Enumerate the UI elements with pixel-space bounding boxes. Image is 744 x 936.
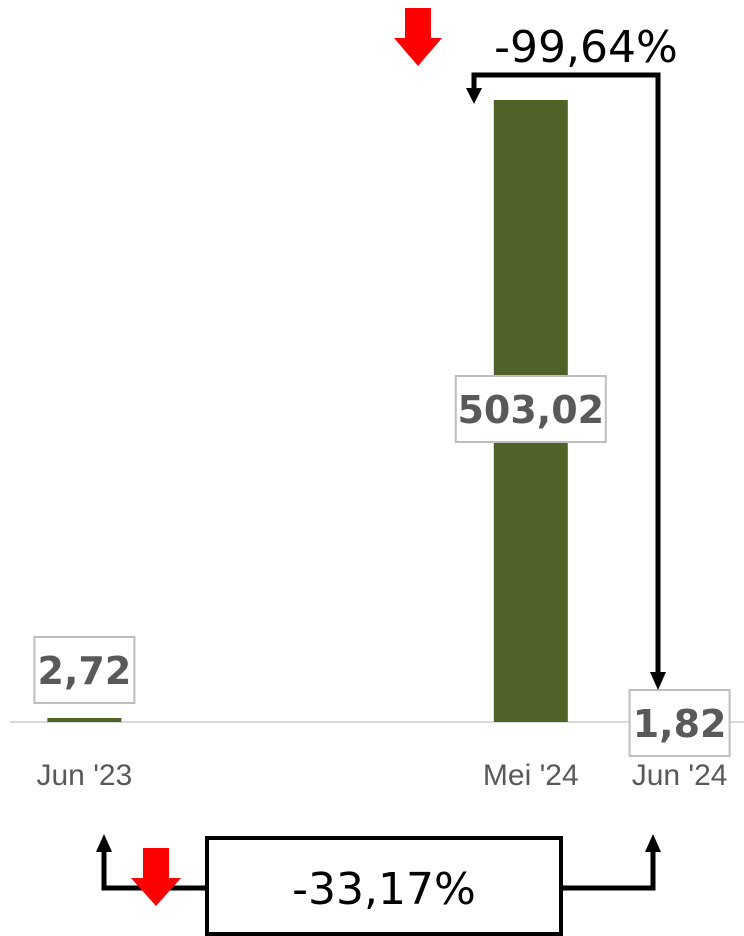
- data-label-box-4: [628, 689, 731, 757]
- mom-change-label: -99,64%: [494, 22, 678, 73]
- x-tick-labels: Jun '23 Mei '24 Jun '24: [36, 759, 727, 792]
- yoy-arrowhead-right: [645, 834, 661, 852]
- mom-connector-line: [471, 72, 661, 676]
- mom-arrowhead-down: [650, 672, 666, 690]
- yoy-annotation: -33,17%: [96, 834, 661, 936]
- bars: [47, 100, 717, 722]
- yoy-connector-line: [101, 848, 656, 891]
- data-label-box-0: [33, 636, 136, 704]
- data-label-4: 1,82: [633, 702, 727, 746]
- x-tick-label-4: Jun '24: [632, 759, 728, 792]
- data-label-box-3: [454, 375, 607, 443]
- yoy-change-box: [205, 836, 563, 936]
- yoy-arrowhead-left: [96, 834, 112, 852]
- yoy-down-icon: [131, 848, 181, 906]
- yoy-change-label: -33,17%: [292, 864, 476, 915]
- mom-annotation: -99,64%: [394, 8, 678, 690]
- mom-arrowhead-up: [466, 88, 482, 104]
- mom-down-icon: [394, 8, 442, 66]
- x-tick-label-3: Mei '24: [483, 759, 579, 792]
- data-labels: 2,72 503,02 1,82: [33, 375, 731, 757]
- bar-0: [47, 718, 122, 722]
- data-label-3: 503,02: [457, 388, 604, 432]
- data-label-0: 2,72: [38, 649, 132, 693]
- x-tick-label-0: Jun '23: [36, 759, 132, 792]
